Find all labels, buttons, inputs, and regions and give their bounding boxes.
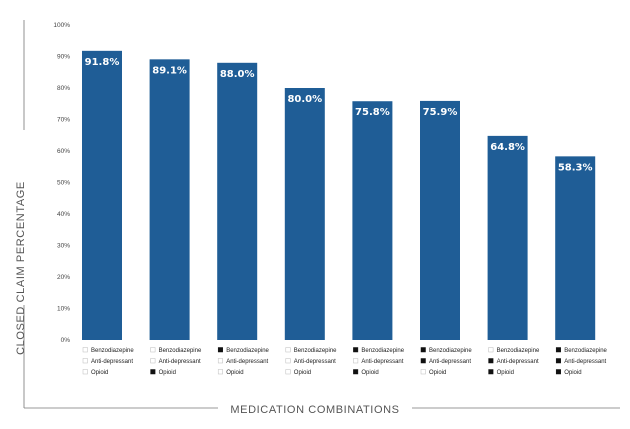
- bar-value-label: 88.0%: [220, 69, 255, 80]
- y-tick-label: 30%: [57, 243, 70, 250]
- combination-legend-group: Benzodiazepine Anti-depressant Opioid: [420, 347, 472, 376]
- legend-label: Anti-depressant: [226, 359, 268, 365]
- checked-square-icon: [555, 369, 561, 375]
- combination-legend-group: Benzodiazepine Anti-depressant Opioid: [82, 347, 134, 376]
- bar: [217, 62, 258, 341]
- unchecked-square-icon: [150, 358, 156, 364]
- legend-label: Anti-depressant: [159, 359, 201, 365]
- legend-label: Opioid: [91, 370, 108, 376]
- bars: [82, 50, 596, 341]
- bar-value-label: 91.8%: [85, 57, 120, 68]
- y-tick-label: 70%: [57, 117, 70, 124]
- legend-label: Opioid: [159, 370, 176, 376]
- legend-label: Opioid: [497, 370, 514, 376]
- legend-label: Anti-depressant: [564, 359, 606, 365]
- unchecked-square-icon: [82, 358, 88, 364]
- legend-label: Anti-depressant: [497, 359, 539, 365]
- y-tick-label: 0%: [61, 337, 71, 344]
- x-axis-title: MEDICATION COMBINATIONS: [230, 404, 399, 416]
- unchecked-square-icon: [150, 347, 156, 353]
- y-tick-label: 90%: [57, 54, 70, 61]
- checked-square-icon: [150, 369, 156, 375]
- unchecked-square-icon: [217, 358, 223, 364]
- bar: [487, 135, 528, 340]
- unchecked-square-icon: [488, 347, 494, 353]
- legend-label: Benzodiazepine: [497, 348, 540, 354]
- checked-square-icon: [555, 347, 561, 353]
- combination-legend-group: Benzodiazepine Anti-depressant Opioid: [488, 347, 540, 376]
- unchecked-square-icon: [353, 358, 359, 364]
- combination-legend-group: Benzodiazepine Anti-depressant Opioid: [555, 347, 608, 376]
- legend-label: Opioid: [361, 370, 378, 376]
- y-tick-label: 60%: [57, 148, 70, 155]
- bar-value-label: 80.0%: [287, 94, 322, 105]
- legend-label: Opioid: [226, 370, 243, 376]
- combination-legend-group: Benzodiazepine Anti-depressant Opioid: [217, 347, 270, 376]
- bar-value-label: 58.3%: [558, 162, 593, 173]
- unchecked-square-icon: [285, 347, 291, 353]
- unchecked-square-icon: [285, 358, 291, 364]
- bar-value-label: 75.8%: [355, 107, 390, 118]
- checked-square-icon: [488, 358, 494, 364]
- legend-label: Benzodiazepine: [91, 348, 134, 354]
- y-axis-title: CLOSED CLAIM PERCENTAGE: [15, 181, 27, 355]
- legend-label: Benzodiazepine: [361, 348, 404, 354]
- legend-label: Opioid: [294, 370, 311, 376]
- unchecked-square-icon: [420, 369, 426, 375]
- checked-square-icon: [353, 347, 359, 353]
- bar-value-label: 89.1%: [152, 65, 187, 76]
- bar: [284, 88, 325, 340]
- unchecked-square-icon: [82, 369, 88, 375]
- checked-square-icon: [420, 347, 426, 353]
- checked-square-icon: [488, 369, 494, 375]
- bar: [352, 101, 393, 340]
- checked-square-icon: [420, 358, 426, 364]
- legend-label: Benzodiazepine: [564, 348, 607, 354]
- legend-label: Anti-depressant: [361, 359, 403, 365]
- unchecked-square-icon: [82, 347, 88, 353]
- bar-value-label: 75.9%: [423, 107, 458, 118]
- unchecked-square-icon: [217, 369, 223, 375]
- y-tick-label: 10%: [57, 306, 70, 313]
- legend-label: Benzodiazepine: [294, 348, 337, 354]
- combination-legend-group: Benzodiazepine Anti-depressant Opioid: [285, 347, 337, 376]
- checked-square-icon: [353, 369, 359, 375]
- bar: [420, 100, 460, 340]
- legend-label: Anti-depressant: [429, 359, 471, 365]
- checked-square-icon: [217, 347, 223, 353]
- combination-legend-group: Benzodiazepine Anti-depressant Opioid: [150, 347, 202, 376]
- legend-label: Benzodiazepine: [226, 348, 269, 354]
- legend-label: Anti-depressant: [91, 359, 133, 365]
- legend-label: Benzodiazepine: [429, 348, 472, 354]
- bar: [555, 156, 596, 340]
- bar: [82, 50, 122, 340]
- y-axis: 0% 10% 20% 30% 40% 50% 60% 70% 80% 90% 100%: [53, 22, 70, 344]
- checked-square-icon: [555, 358, 561, 364]
- y-tick-label: 40%: [57, 211, 70, 218]
- y-tick-label: 50%: [57, 180, 70, 187]
- legend-label: Anti-depressant: [294, 359, 336, 365]
- y-tick-label: 80%: [57, 85, 70, 92]
- legend-label: Opioid: [429, 370, 446, 376]
- combination-legend: BenzodiazepineAnti-depressantOpioidBenzo…: [82, 347, 608, 376]
- bar-value-label: 64.8%: [490, 142, 525, 153]
- legend-label: Benzodiazepine: [159, 348, 202, 354]
- y-tick-label: 20%: [57, 274, 70, 281]
- legend-label: Opioid: [564, 370, 581, 376]
- y-tick-label: 100%: [53, 22, 70, 29]
- combination-legend-group: Benzodiazepine Anti-depressant Opioid: [353, 347, 405, 376]
- value-labels: 91.8% 89.1% 88.0% 80.0% 75.8% 75.9% 64.8% 58.3%: [85, 57, 593, 174]
- unchecked-square-icon: [285, 369, 291, 375]
- bar: [149, 59, 190, 341]
- chart-frame: [23, 20, 620, 409]
